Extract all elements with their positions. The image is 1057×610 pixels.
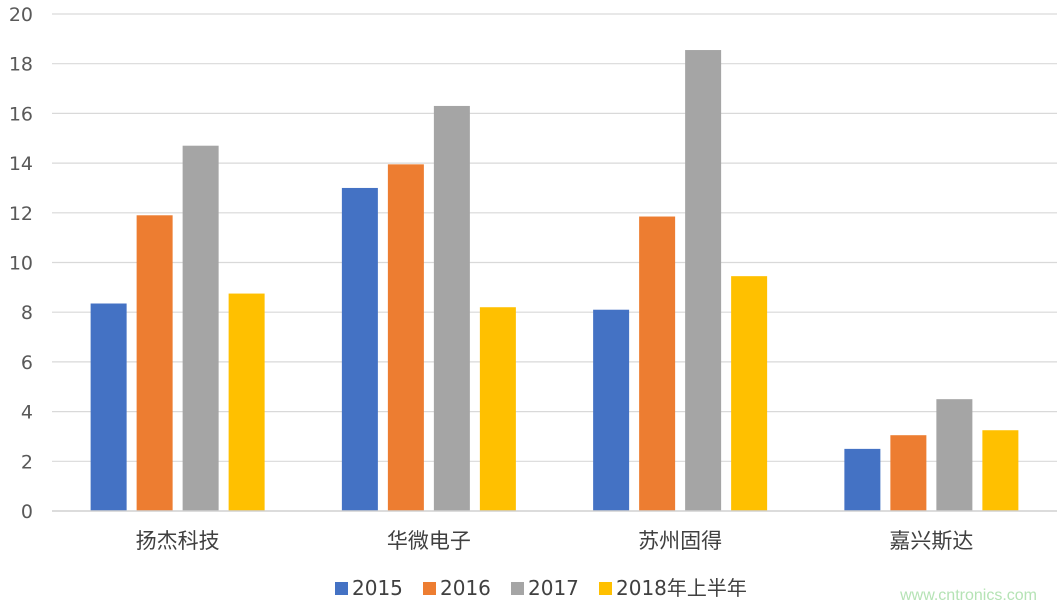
- y-tick-label: 12: [9, 203, 33, 225]
- legend-swatch: [511, 582, 524, 595]
- bar: [387, 164, 424, 511]
- bar: [90, 303, 127, 511]
- legend-label: 2018年上半年: [616, 576, 747, 600]
- bar: [182, 145, 219, 511]
- bar: [890, 435, 927, 511]
- x-tick-label: 嘉兴斯达: [889, 529, 973, 553]
- watermark: www.cntronics.com: [899, 587, 1037, 604]
- y-tick-label: 8: [21, 302, 33, 324]
- bar: [844, 448, 881, 511]
- legend-swatch: [423, 582, 436, 595]
- y-tick-label: 10: [9, 253, 33, 275]
- legend-label: 2017: [528, 576, 579, 600]
- bar: [479, 307, 516, 511]
- y-axis-ticks: 0 2 4 6 8 10 12 14 16 18 20: [9, 4, 33, 523]
- y-tick-label: 16: [9, 103, 33, 125]
- y-tick-label: 4: [21, 402, 33, 424]
- x-tick-label: 扬杰科技: [136, 529, 220, 553]
- bar: [433, 105, 470, 511]
- bar: [136, 215, 173, 511]
- bar: [936, 399, 973, 511]
- y-tick-label: 14: [9, 153, 33, 175]
- y-tick-label: 18: [9, 54, 33, 76]
- bar: [639, 216, 676, 511]
- y-tick-label: 20: [9, 4, 33, 26]
- y-tick-label: 2: [21, 451, 33, 473]
- legend-label: 2015: [352, 576, 403, 600]
- x-tick-label: 苏州固得: [638, 529, 722, 553]
- bar: [593, 309, 630, 511]
- x-axis-ticks: 扬杰科技 华微电子 苏州固得 嘉兴斯达: [136, 529, 974, 553]
- bar: [982, 430, 1019, 511]
- x-tick-label: 华微电子: [387, 529, 471, 553]
- bar: [228, 293, 265, 511]
- legend: 2015 2016 2017 2018年上半年: [335, 576, 747, 600]
- y-tick-label: 6: [21, 352, 33, 374]
- bar: [341, 187, 378, 511]
- bar: [731, 276, 768, 511]
- y-tick-label: 0: [21, 501, 33, 523]
- legend-label: 2016: [440, 576, 491, 600]
- bars: [90, 50, 1019, 511]
- legend-swatch: [335, 582, 348, 595]
- gridlines: [52, 13, 1057, 462]
- legend-swatch: [599, 582, 612, 595]
- bar: [685, 50, 722, 511]
